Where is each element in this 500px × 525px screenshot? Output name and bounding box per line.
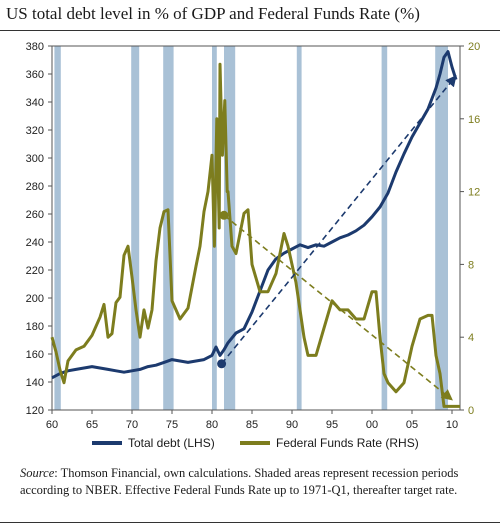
- y-left-tick-label: 260: [26, 209, 44, 221]
- recession-band: [131, 46, 140, 410]
- x-tick-label: 85: [246, 419, 258, 431]
- title-rule: [0, 30, 500, 31]
- chart-title: US total debt level in % of GDP and Fede…: [6, 4, 420, 23]
- y-right-tick-label: 20: [468, 41, 480, 53]
- legend-fed-funds: Federal Funds Rate (RHS): [240, 436, 419, 450]
- x-tick-label: 90: [286, 419, 298, 431]
- y-right-tick-label: 12: [468, 187, 480, 199]
- x-tick-label: 65: [86, 419, 98, 431]
- y-left-tick-label: 220: [26, 265, 44, 277]
- y-left-tick-label: 160: [26, 349, 44, 361]
- y-left-tick-label: 120: [26, 405, 44, 417]
- y-left-tick-label: 340: [26, 97, 44, 109]
- y-left-tick-label: 320: [26, 125, 44, 137]
- trendline-debt: [220, 75, 457, 365]
- chart: 1201401601802002202402602803003203403603…: [26, 41, 481, 431]
- source-note: Source: Thomson Financial, own calculati…: [20, 465, 490, 499]
- legend-swatch-debt: [92, 441, 122, 445]
- y-right-tick-label: 16: [468, 114, 480, 126]
- y-right-tick-label: 4: [468, 332, 474, 344]
- recession-band: [435, 46, 448, 410]
- legend-label-fed: Federal Funds Rate (RHS): [276, 436, 419, 450]
- x-tick-label: 70: [126, 419, 138, 431]
- x-tick-label: 10: [446, 419, 458, 431]
- y-left-tick-label: 200: [26, 293, 44, 305]
- legend-swatch-fed: [240, 441, 270, 445]
- source-text: : Thomson Financial, own calculations. S…: [20, 466, 459, 497]
- y-right-tick-label: 0: [468, 405, 474, 417]
- recession-band: [381, 46, 388, 410]
- y-left-tick-label: 140: [26, 377, 44, 389]
- x-tick-label: 00: [366, 419, 378, 431]
- x-tick-label: 95: [326, 419, 338, 431]
- trendline-debt-start: [217, 359, 227, 369]
- y-right-tick-label: 8: [468, 259, 474, 271]
- legend-total-debt: Total debt (LHS): [92, 436, 215, 450]
- source-label: Source: [20, 466, 55, 480]
- y-left-tick-label: 360: [26, 69, 44, 81]
- series-total-debt: [51, 50, 458, 380]
- x-tick-label: 75: [166, 419, 178, 431]
- x-tick-label: 80: [206, 419, 218, 431]
- y-left-tick-label: 240: [26, 237, 44, 249]
- trendline-fed-start: [219, 210, 229, 220]
- recession-band: [296, 46, 302, 410]
- recession-band: [54, 46, 61, 410]
- x-tick-label: 60: [46, 419, 58, 431]
- y-left-tick-label: 300: [26, 153, 44, 165]
- y-left-tick-label: 180: [26, 321, 44, 333]
- y-left-tick-label: 380: [26, 41, 44, 53]
- y-left-tick-label: 280: [26, 181, 44, 193]
- bottom-rule: [0, 522, 500, 523]
- trendline-fed-funds: [223, 214, 453, 401]
- legend: Total debt (LHS) Federal Funds Rate (RHS…: [0, 436, 500, 460]
- plot-frame: [51, 45, 461, 411]
- legend-label-debt: Total debt (LHS): [128, 436, 215, 450]
- x-tick-label: 05: [406, 419, 418, 431]
- series-fed-funds: [50, 62, 460, 408]
